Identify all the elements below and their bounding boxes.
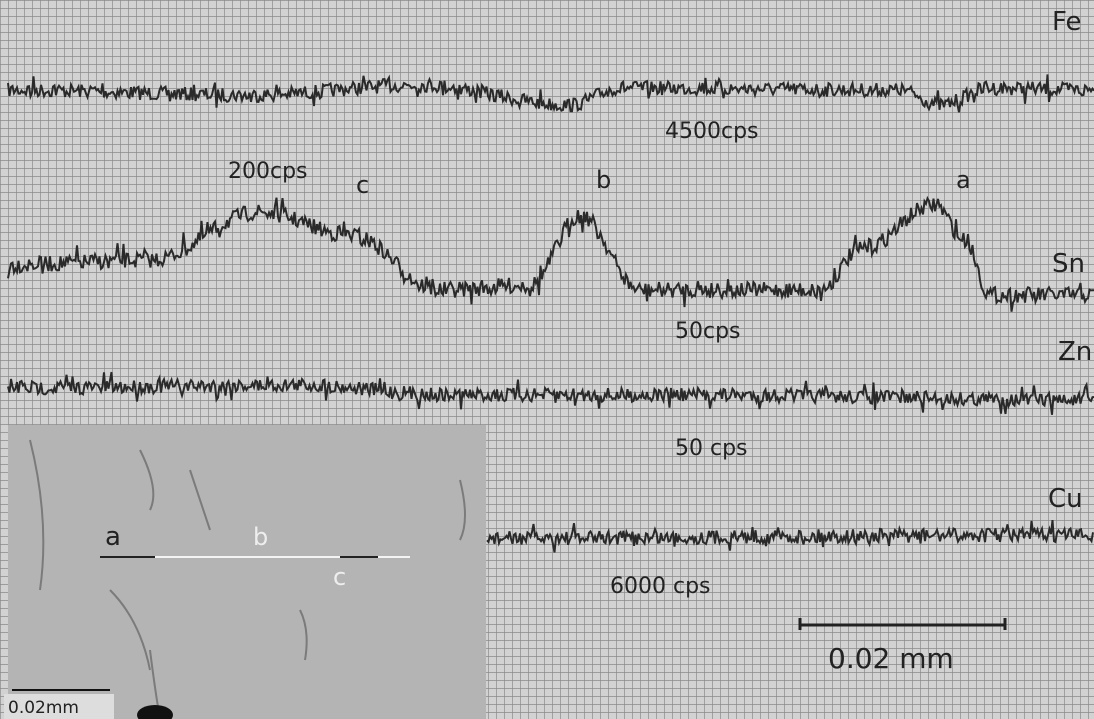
inset-scale-text: 0.02mm (8, 698, 79, 718)
element-label: Sn (1052, 249, 1085, 279)
peak-label: c (356, 171, 369, 199)
inset-label: a (105, 522, 121, 552)
peak-rate: 200cps (228, 159, 308, 184)
scale-bar-text: 0.02 mm (828, 642, 954, 675)
count-rate: 50cps (675, 319, 741, 344)
element-label: Zn (1058, 337, 1092, 367)
micrograph-inset (8, 425, 486, 719)
inset-label: c (333, 563, 346, 591)
count-rate: 4500cps (665, 119, 759, 144)
element-label: Cu (1048, 484, 1083, 514)
peak-label: b (596, 166, 611, 194)
peak-label: a (956, 166, 971, 194)
count-rate: 50 cps (675, 436, 748, 461)
inset-label: b (253, 523, 268, 551)
count-rate: 6000 cps (610, 574, 711, 599)
element-label: Fe (1052, 7, 1082, 37)
